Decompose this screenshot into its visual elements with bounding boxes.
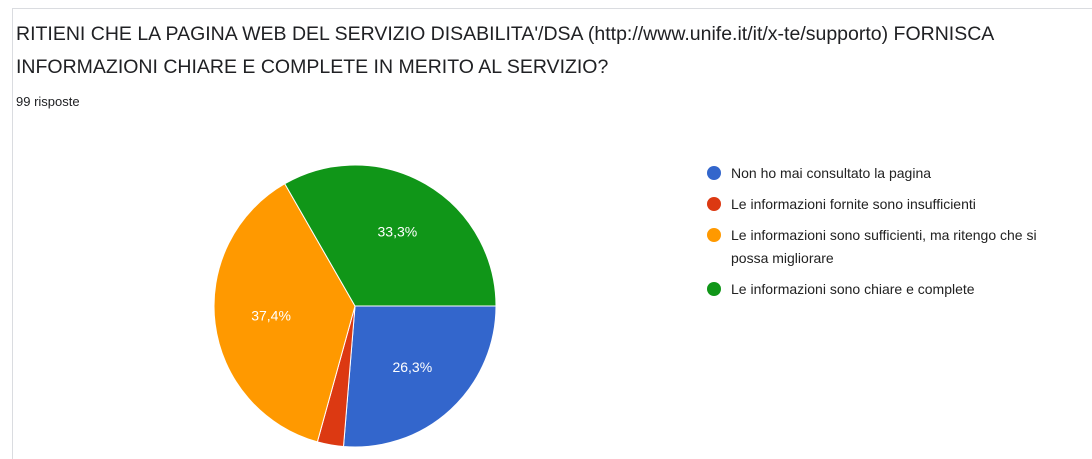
legend-swatch xyxy=(707,166,721,180)
legend-item: Le informazioni sono sufficienti, ma rit… xyxy=(705,224,1045,270)
legend-swatch xyxy=(707,228,721,242)
legend-label: Le informazioni fornite sono insufficien… xyxy=(731,196,976,212)
pie-slice xyxy=(342,305,497,448)
card-border xyxy=(12,8,1092,459)
legend-label: Le informazioni sono chiare e complete xyxy=(731,281,975,297)
legend-swatch xyxy=(707,282,721,296)
legend-swatch xyxy=(707,197,721,211)
slice-label: 26,3% xyxy=(392,359,432,375)
legend-label: Le informazioni sono sufficienti, ma rit… xyxy=(731,227,1037,266)
slice-label: 33,3% xyxy=(378,223,418,239)
legend: Non ho mai consultato la pagina Le inform… xyxy=(705,162,1045,309)
slice-label: 37,4% xyxy=(251,307,291,323)
legend-item: Non ho mai consultato la pagina xyxy=(705,162,1045,185)
legend-item: Le informazioni sono chiare e complete xyxy=(705,278,1045,301)
pie-slice xyxy=(213,183,356,443)
chart-title: RITIENI CHE LA PAGINA WEB DEL SERVIZIO D… xyxy=(16,23,994,78)
pie-slice xyxy=(284,164,497,307)
legend-item: Le informazioni fornite sono insufficien… xyxy=(705,193,1045,216)
chart-subtitle: 99 risposte xyxy=(16,94,80,109)
chart: 26,3% 37,4% 33,3% xyxy=(213,164,497,448)
legend-label: Non ho mai consultato la pagina xyxy=(731,165,932,181)
